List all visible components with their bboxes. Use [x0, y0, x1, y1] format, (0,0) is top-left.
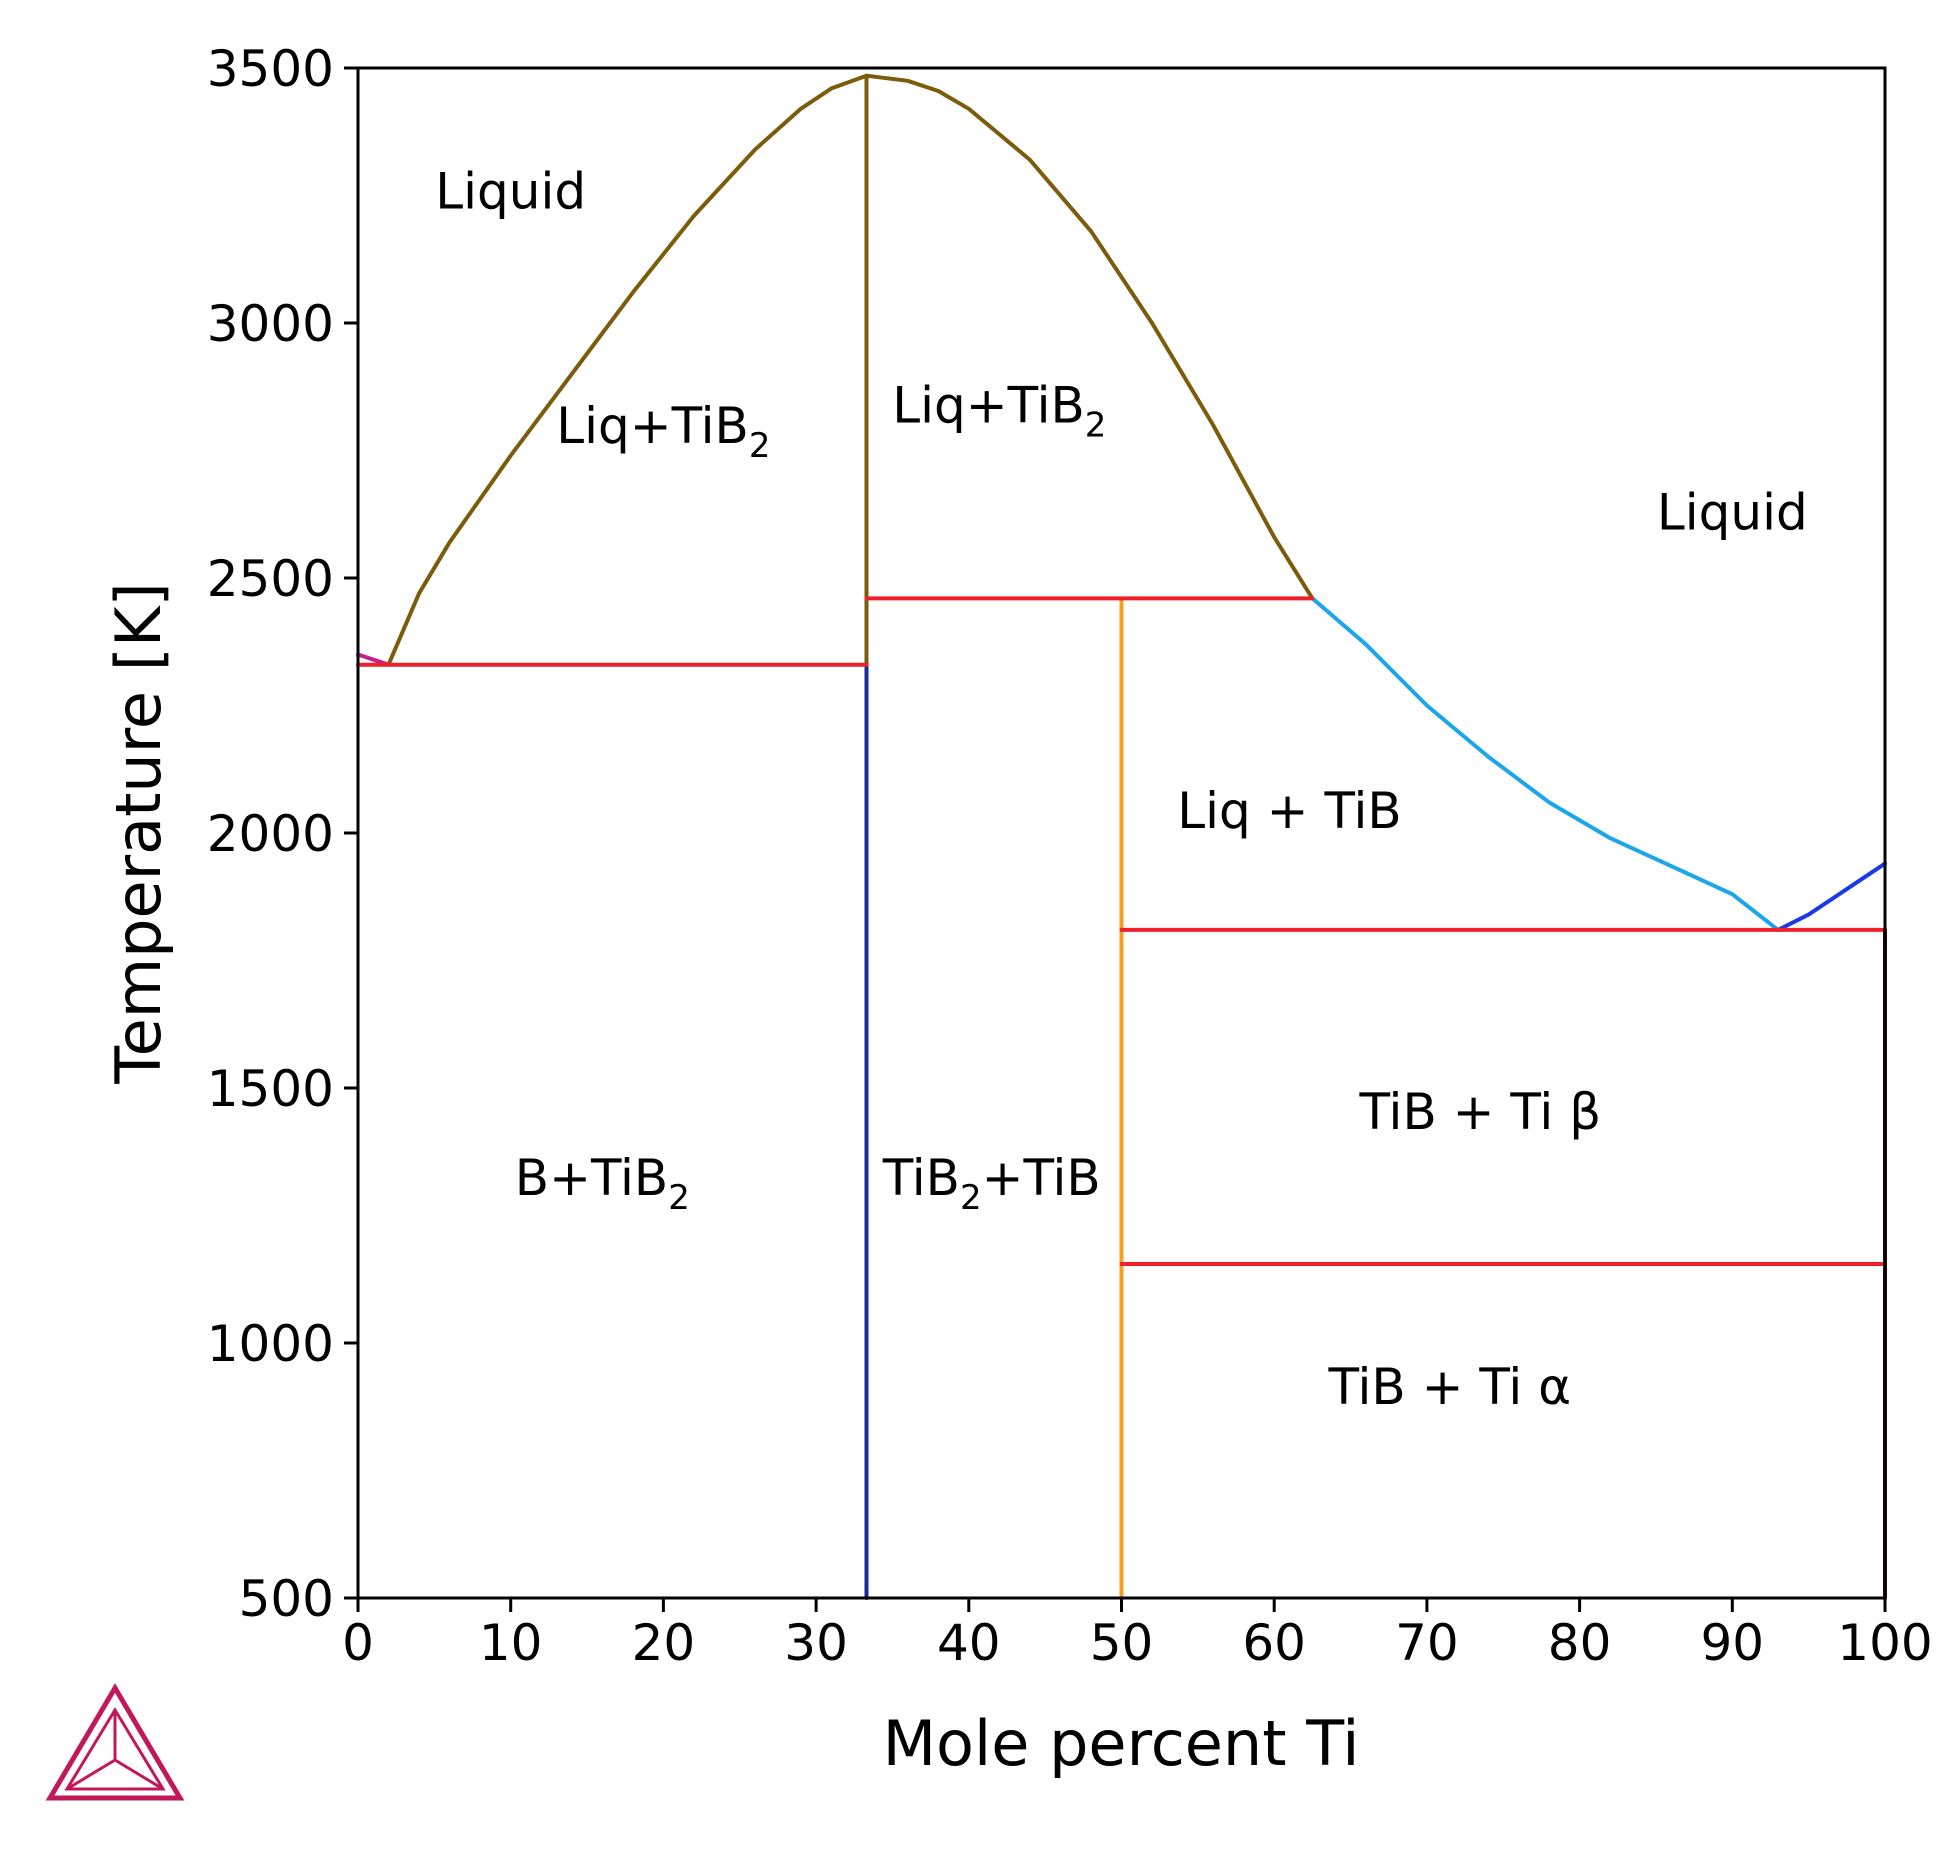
- x-axis-title: Mole percent Ti: [883, 1707, 1360, 1780]
- y-tick-label-6: 3500: [207, 40, 334, 98]
- series-line-5: [1776, 861, 1887, 932]
- x-tick-label-10: 100: [1837, 1614, 1932, 1672]
- x-tick-label-5: 50: [1090, 1614, 1154, 1672]
- x-tick-label-6: 60: [1242, 1614, 1306, 1672]
- y-axis-title: Temperature [K]: [102, 582, 175, 1084]
- x-tick-label-3: 30: [784, 1614, 848, 1672]
- y-tick-label-5: 3000: [207, 295, 334, 353]
- region-label-6: B+TiB2: [515, 1149, 690, 1218]
- region-label-0: Liquid: [435, 162, 586, 220]
- y-tick-label-1: 1000: [207, 1315, 334, 1373]
- series-line-4: [1310, 596, 1781, 932]
- x-tick-label-1: 10: [479, 1614, 543, 1672]
- series-layer: [356, 73, 1887, 1600]
- y-tick-label-4: 2500: [207, 550, 334, 608]
- series-line-0: [386, 73, 1315, 667]
- x-tick-label-2: 20: [632, 1614, 696, 1672]
- region-label-3: Liquid: [1657, 484, 1808, 542]
- region-label-2: Liq+TiB2: [892, 376, 1106, 445]
- region-label-7: TiB2+TiB: [882, 1149, 1101, 1218]
- axis-ticks: 0 10 20 30 40 50 60 70 80 90 100 500 1000 1500 2000 250…: [207, 40, 1933, 1672]
- x-tick-label-7: 70: [1395, 1614, 1459, 1672]
- region-label-8: TiB + Ti α: [1327, 1358, 1571, 1416]
- thermo-calc-logo: [45, 1683, 185, 1801]
- region-labels: Liquid Liq+TiB2 Liq+TiB2 Liquid Liq + TiB TiB…: [435, 162, 1807, 1416]
- y-tick-label-0: 500: [239, 1570, 334, 1628]
- region-label-5: TiB + Ti β: [1359, 1083, 1602, 1141]
- x-tick-label-8: 80: [1548, 1614, 1612, 1672]
- region-label-4: Liq + TiB: [1177, 782, 1401, 840]
- region-label-1: Liq+TiB2: [556, 397, 770, 466]
- x-tick-label-9: 90: [1700, 1614, 1764, 1672]
- y-tick-label-2: 1500: [207, 1060, 334, 1118]
- x-tick-label-0: 0: [342, 1614, 374, 1672]
- y-tick-label-3: 2000: [207, 805, 334, 863]
- x-tick-label-4: 40: [937, 1614, 1001, 1672]
